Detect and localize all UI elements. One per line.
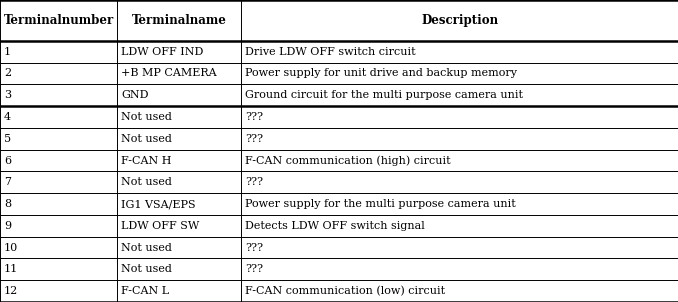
Text: 5: 5 <box>4 134 12 144</box>
Text: 1: 1 <box>4 47 12 57</box>
Text: Not used: Not used <box>121 134 172 144</box>
Text: Terminalname: Terminalname <box>132 14 226 27</box>
Text: Not used: Not used <box>121 112 172 122</box>
Text: LDW OFF SW: LDW OFF SW <box>121 221 199 231</box>
Text: Ground circuit for the multi purpose camera unit: Ground circuit for the multi purpose cam… <box>245 90 523 100</box>
Text: 4: 4 <box>4 112 12 122</box>
Text: Detects LDW OFF switch signal: Detects LDW OFF switch signal <box>245 221 425 231</box>
Text: 7: 7 <box>4 177 11 187</box>
Text: Not used: Not used <box>121 264 172 274</box>
Text: +B MP CAMERA: +B MP CAMERA <box>121 69 217 79</box>
Text: 9: 9 <box>4 221 12 231</box>
Text: Not used: Not used <box>121 177 172 187</box>
Text: Not used: Not used <box>121 243 172 252</box>
Text: 3: 3 <box>4 90 12 100</box>
Text: Power supply for unit drive and backup memory: Power supply for unit drive and backup m… <box>245 69 517 79</box>
Text: Description: Description <box>421 14 498 27</box>
Text: 12: 12 <box>4 286 18 296</box>
Text: 2: 2 <box>4 69 12 79</box>
Text: F-CAN L: F-CAN L <box>121 286 170 296</box>
Text: F-CAN communication (high) circuit: F-CAN communication (high) circuit <box>245 155 451 166</box>
Text: 11: 11 <box>4 264 18 274</box>
Text: LDW OFF IND: LDW OFF IND <box>121 47 203 57</box>
Text: IG1 VSA/EPS: IG1 VSA/EPS <box>121 199 196 209</box>
Text: 8: 8 <box>4 199 12 209</box>
Text: F-CAN communication (low) circuit: F-CAN communication (low) circuit <box>245 286 445 296</box>
Text: F-CAN H: F-CAN H <box>121 156 172 165</box>
Text: 10: 10 <box>4 243 18 252</box>
Text: ???: ??? <box>245 243 264 252</box>
Text: GND: GND <box>121 90 149 100</box>
Text: Terminalnumber: Terminalnumber <box>3 14 114 27</box>
Text: 6: 6 <box>4 156 12 165</box>
Text: Drive LDW OFF switch circuit: Drive LDW OFF switch circuit <box>245 47 416 57</box>
Text: ???: ??? <box>245 112 264 122</box>
Text: ???: ??? <box>245 177 264 187</box>
Text: Power supply for the multi purpose camera unit: Power supply for the multi purpose camer… <box>245 199 516 209</box>
Text: ???: ??? <box>245 264 264 274</box>
Text: ???: ??? <box>245 134 264 144</box>
